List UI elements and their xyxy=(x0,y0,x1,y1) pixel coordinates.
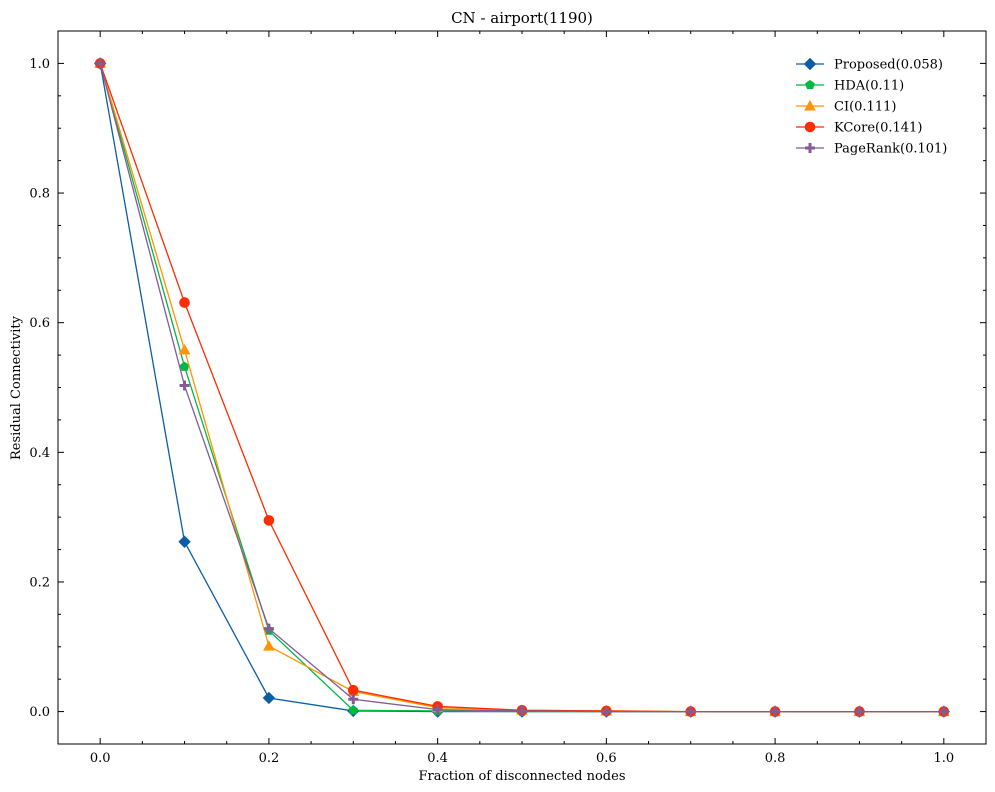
data-point xyxy=(685,706,696,717)
data-point xyxy=(179,297,190,308)
series-circle xyxy=(94,58,950,717)
data-point xyxy=(178,535,191,548)
legend-entry: HDA(0.11) xyxy=(796,79,904,94)
data-point xyxy=(601,706,612,717)
legend-label: KCore(0.141) xyxy=(834,121,922,136)
series-line xyxy=(99,63,944,713)
series-layer xyxy=(93,57,951,718)
series-line xyxy=(99,63,944,713)
legend-entry: KCore(0.141) xyxy=(796,121,922,136)
legend-entry: PageRank(0.101) xyxy=(796,142,947,157)
data-point xyxy=(262,691,276,705)
legend-label: PageRank(0.101) xyxy=(834,142,947,157)
plot-frame xyxy=(57,30,987,745)
legend-marker xyxy=(805,143,815,153)
data-point xyxy=(517,705,527,716)
x-axis-ticks: 0.0 0.2 0.4 0.6 0.8 1.0 xyxy=(90,31,954,766)
series-plus xyxy=(95,58,949,717)
legend-label: HDA(0.11) xyxy=(834,79,904,94)
legend-label: CI(0.111) xyxy=(834,100,896,115)
data-point xyxy=(348,705,359,715)
series-line xyxy=(99,63,944,713)
y-tick-label: 0.4 xyxy=(29,446,50,461)
minor-ticks xyxy=(57,30,987,745)
x-tick-label: 0.2 xyxy=(259,751,280,766)
y-tick-label: 0.0 xyxy=(29,705,50,720)
legend-marker xyxy=(804,121,816,133)
series-line xyxy=(99,63,944,713)
data-point xyxy=(95,58,106,69)
data-point xyxy=(854,706,865,717)
x-axis-label: Fraction of disconnected nodes xyxy=(419,769,626,784)
legend-marker xyxy=(803,57,817,71)
x-tick-label: 1.0 xyxy=(933,751,954,766)
data-point xyxy=(938,706,949,717)
legend-entry: Proposed(0.058) xyxy=(796,58,943,73)
legend-entry: CI(0.111) xyxy=(796,100,896,115)
data-point xyxy=(432,704,443,715)
chart-title: CN - airport(1190) xyxy=(451,9,593,27)
data-point xyxy=(348,694,359,705)
series-line xyxy=(99,63,944,713)
data-point xyxy=(179,380,190,391)
legend-marker xyxy=(805,79,815,90)
series-triangle xyxy=(94,57,950,717)
y-tick-label: 1.0 xyxy=(29,57,50,72)
x-tick-label: 0.4 xyxy=(427,751,448,766)
data-point xyxy=(347,684,359,696)
y-tick-label: 0.2 xyxy=(29,575,50,590)
series-diamond xyxy=(93,57,951,718)
y-axis-ticks: 0.0 0.2 0.4 0.6 0.8 1.0 xyxy=(29,57,986,720)
data-point xyxy=(263,515,275,526)
data-point xyxy=(178,343,191,355)
x-tick-label: 0.0 xyxy=(90,751,111,766)
legend: Proposed(0.058) HDA(0.11) CI(0.111) KCore(0… xyxy=(796,58,947,157)
data-point xyxy=(770,706,781,717)
x-tick-label: 0.8 xyxy=(765,751,786,766)
data-point xyxy=(263,640,275,651)
legend-marker xyxy=(804,99,816,111)
series-pentagon xyxy=(95,58,949,716)
x-tick-label: 0.6 xyxy=(596,751,617,766)
y-tick-label: 0.6 xyxy=(29,316,50,331)
y-axis-label: Residual Connectivity xyxy=(9,315,24,460)
data-point xyxy=(179,361,190,371)
data-point xyxy=(263,623,274,634)
y-tick-label: 0.8 xyxy=(29,187,50,202)
legend-label: Proposed(0.058) xyxy=(834,58,943,73)
